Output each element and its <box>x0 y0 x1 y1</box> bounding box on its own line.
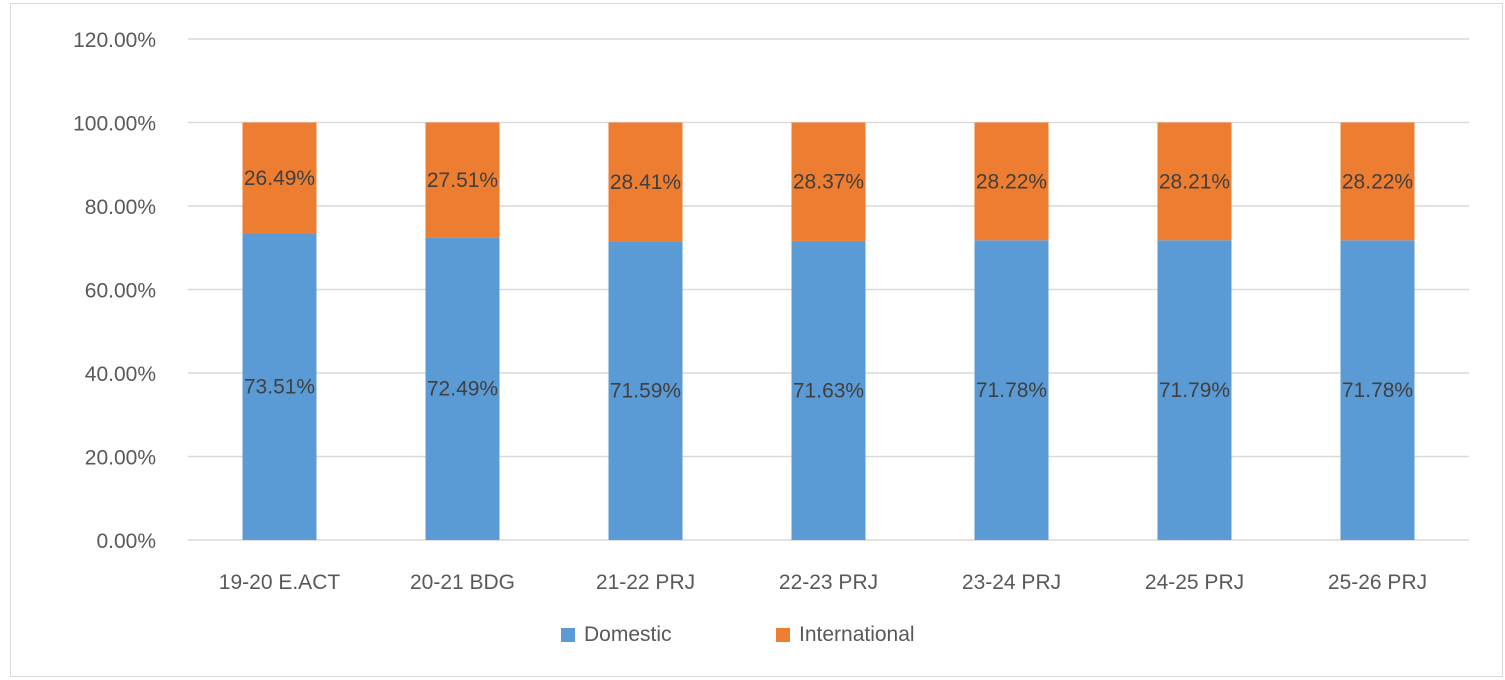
data-label-domestic-2: 71.59% <box>610 380 681 403</box>
x-tick-label: 24-25 PRJ <box>1145 571 1244 594</box>
data-labels: 73.51% 26.49% 72.49% 27.51% 71.59% 28.41% 71.6… <box>244 167 1413 403</box>
data-label-domestic-0: 73.51% <box>244 376 315 399</box>
x-tick-label: 22-23 PRJ <box>779 571 878 594</box>
data-label-international-3: 28.37% <box>793 171 864 194</box>
bar-international-3 <box>791 122 866 241</box>
data-label-international-1: 27.51% <box>427 169 498 192</box>
bar-domestic-1 <box>425 237 500 540</box>
x-tick-label: 21-22 PRJ <box>596 571 695 594</box>
legend: Domestic International <box>561 623 915 646</box>
bar-international-6 <box>1340 122 1415 241</box>
bar-international-0 <box>242 122 317 234</box>
bar-domestic-4 <box>974 240 1049 541</box>
y-tick-label: 20.00% <box>85 447 156 470</box>
data-label-domestic-5: 71.79% <box>1159 379 1230 402</box>
data-label-international-0: 26.49% <box>244 167 315 190</box>
chart-frame: 0.00% 20.00% 40.00% 60.00% 80.00% 100.00% 120.… <box>10 3 1503 677</box>
bar-domestic-6 <box>1340 240 1415 541</box>
legend-label-domestic: Domestic <box>584 623 672 646</box>
bar-international-2 <box>608 122 683 242</box>
x-tick-label: 23-24 PRJ <box>962 571 1061 594</box>
x-tick-label: 19-20 E.ACT <box>219 571 341 594</box>
y-tick-label: 80.00% <box>85 196 156 219</box>
data-label-international-5: 28.21% <box>1159 170 1230 193</box>
y-axis-tick-labels: 0.00% 20.00% 40.00% 60.00% 80.00% 100.00% 120.… <box>73 29 156 553</box>
bar-domestic-0 <box>242 233 317 540</box>
data-label-domestic-6: 71.78% <box>1342 379 1413 402</box>
bar-domestic-2 <box>608 241 683 540</box>
legend-swatch-international <box>776 628 790 642</box>
bar-international-5 <box>1157 122 1232 241</box>
y-tick-label: 60.00% <box>85 280 156 303</box>
bars <box>242 122 1415 541</box>
y-tick-label: 100.00% <box>73 113 156 136</box>
bar-domestic-3 <box>791 240 866 540</box>
x-axis-tick-labels: 19-20 E.ACT 20-21 BDG 21-22 PRJ 22-23 PRJ 23… <box>219 571 1427 594</box>
data-label-international-4: 28.22% <box>976 170 1047 193</box>
data-label-international-6: 28.22% <box>1342 170 1413 193</box>
bar-international-1 <box>425 122 500 238</box>
bar-international-4 <box>974 122 1049 241</box>
y-tick-label: 120.00% <box>73 29 156 52</box>
legend-label-international: International <box>799 623 915 646</box>
data-label-international-2: 28.41% <box>610 171 681 194</box>
y-tick-label: 40.00% <box>85 363 156 386</box>
data-label-domestic-1: 72.49% <box>427 378 498 401</box>
x-tick-label: 25-26 PRJ <box>1328 571 1427 594</box>
data-label-domestic-4: 71.78% <box>976 379 1047 402</box>
stacked-bar-chart: 0.00% 20.00% 40.00% 60.00% 80.00% 100.00% 120.… <box>73 29 1469 646</box>
x-tick-label: 20-21 BDG <box>410 571 515 594</box>
y-tick-label: 0.00% <box>96 530 156 553</box>
legend-swatch-domestic <box>561 628 575 642</box>
data-label-domestic-3: 71.63% <box>793 379 864 402</box>
bar-domestic-5 <box>1157 240 1232 541</box>
